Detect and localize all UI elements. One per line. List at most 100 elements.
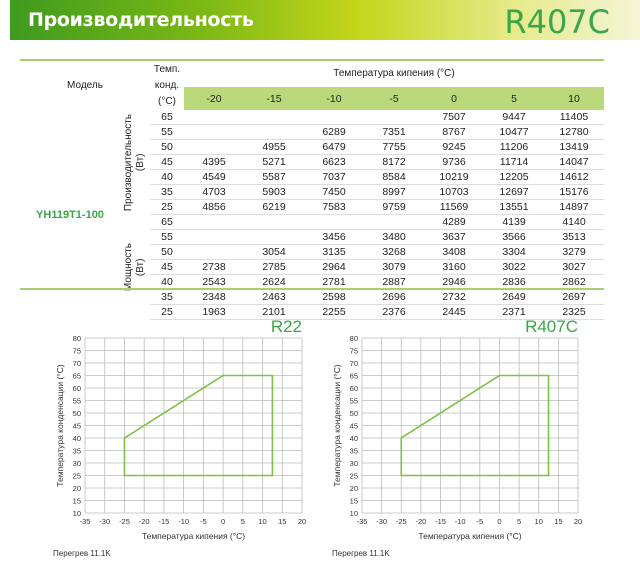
y-axis-label: Температура конденсации (°C) (332, 364, 342, 487)
table-row: Мощность (Вт) 65 4289 4139 4140 (20, 214, 604, 291)
cond-temp-cell: 55 (150, 124, 184, 140)
cond-temp-cell: 65 (150, 110, 184, 125)
value-cell: 9447 (484, 110, 544, 125)
value-cell: 4395 (184, 154, 244, 170)
x-tick-label: -20 (415, 517, 426, 526)
x-tick-label: -15 (158, 517, 169, 526)
cond-temp-cell: 40 (150, 169, 184, 185)
value-cell (244, 214, 304, 230)
value-cell: 3408 (424, 244, 484, 260)
evap-temp-col: -20 (184, 87, 244, 110)
y-tick-label: 45 (73, 422, 81, 431)
cond-temp-header: Темп. конд. (°C) (150, 60, 184, 110)
value-cell: 2697 (544, 289, 604, 305)
table-top-rule (20, 59, 604, 61)
value-cell: 7583 (304, 199, 364, 215)
value-cell: 4856 (184, 199, 244, 215)
y-tick-label: 65 (350, 372, 358, 381)
x-tick-label: 20 (574, 517, 582, 526)
chart-r407c: -35 -30 -25 -20 -15 -10 -5 0 5 10 15 20 10 15 20 25 30 35… (330, 310, 630, 565)
evap-temp-col: -10 (304, 87, 364, 110)
y-tick-label: 15 (73, 497, 81, 506)
y-tick-label: 35 (73, 447, 81, 456)
cond-temp-header-line2: (°C) (158, 96, 176, 107)
table-row: 45 4395 5271 6623 8172 9736 11714 14047 (20, 154, 604, 170)
y-tick-label: 40 (73, 434, 81, 443)
cond-temp-cell: 45 (150, 259, 184, 275)
value-cell: 2696 (364, 289, 424, 305)
cond-temp-cell: 35 (150, 184, 184, 200)
value-cell: 4955 (244, 139, 304, 155)
table-row: 25 4856 6219 7583 9759 11569 13551 14897 (20, 199, 604, 215)
chart-title: R22 (271, 317, 302, 336)
value-cell: 8584 (364, 169, 424, 185)
value-cell: 3480 (364, 229, 424, 245)
evap-temp-col: -15 (244, 87, 304, 110)
x-tick-label: -35 (357, 517, 368, 526)
table-row: 40 4549 5587 7037 8584 10219 12205 14612 (20, 169, 604, 185)
x-tick-label: -25 (396, 517, 407, 526)
header-banner: Производительность R407C (10, 0, 640, 41)
table-row: 55 6289 7351 8767 10477 12780 (20, 124, 604, 140)
y-tick-label: 65 (73, 372, 81, 381)
value-cell: 2738 (184, 259, 244, 275)
value-cell: 12205 (484, 169, 544, 185)
value-cell (364, 214, 424, 230)
value-cell (244, 229, 304, 245)
value-cell: 1963 (184, 304, 244, 320)
value-cell: 2598 (304, 289, 364, 305)
value-cell: 14612 (544, 169, 604, 185)
x-tick-label: -10 (455, 517, 466, 526)
value-cell: 7450 (304, 184, 364, 200)
value-cell: 15176 (544, 184, 604, 200)
page-title: Производительность (28, 9, 254, 31)
value-cell: 6289 (304, 124, 364, 140)
x-axis-label: Температура кипения (°C) (418, 531, 521, 541)
value-cell: 10703 (424, 184, 484, 200)
value-cell: 12780 (544, 124, 604, 140)
y-tick-label: 50 (73, 409, 81, 418)
x-tick-label: 0 (221, 517, 225, 526)
x-axis-label: Температура кипения (°C) (142, 531, 245, 541)
value-cell: 3022 (484, 259, 544, 275)
cond-temp-cell: 50 (150, 244, 184, 260)
value-cell: 7037 (304, 169, 364, 185)
value-cell: 11206 (484, 139, 544, 155)
value-cell: 7755 (364, 139, 424, 155)
value-cell: 10219 (424, 169, 484, 185)
model-name: YH119T1-100 (36, 208, 104, 221)
evap-temp-col: 10 (544, 87, 604, 110)
table-row: 55 3456 3480 3637 3566 3513 (20, 229, 604, 245)
value-cell: 2348 (184, 289, 244, 305)
x-tick-label: 15 (554, 517, 562, 526)
y-tick-label: 70 (350, 359, 358, 368)
value-cell: 3079 (364, 259, 424, 275)
value-cell: 6219 (244, 199, 304, 215)
performance-table: Модель Темп. конд. (°C) Температура кипен… (20, 60, 604, 320)
y-tick-label: 70 (73, 359, 81, 368)
table-row: 40 2543 2624 2781 2887 2946 2836 2862 (20, 274, 604, 290)
value-cell (184, 139, 244, 155)
value-cell: 5271 (244, 154, 304, 170)
cond-temp-header-line1: Темп. конд. (153, 64, 181, 91)
value-cell: 3456 (304, 229, 364, 245)
value-cell: 6623 (304, 154, 364, 170)
value-cell: 2785 (244, 259, 304, 275)
value-cell (184, 229, 244, 245)
cond-temp-cell: 25 (150, 199, 184, 215)
value-cell: 4289 (424, 214, 484, 230)
value-cell: 3513 (544, 229, 604, 245)
group-label: Мощность (Вт) (120, 215, 150, 320)
table-row: YH119T1-100 Производительность (Вт) 65 7507 9… (20, 110, 604, 221)
x-tick-label: 20 (298, 517, 306, 526)
value-cell: 13419 (544, 139, 604, 155)
cond-temp-cell: 25 (150, 304, 184, 320)
evap-temp-header: Температура кипения (°C) (333, 68, 455, 80)
superheat-note: Перегрев 11.1K (332, 549, 390, 558)
x-tick-label: -30 (99, 517, 110, 526)
table-row: 25 1963 2101 2255 2376 2445 2371 2325 (20, 304, 604, 320)
value-cell (244, 124, 304, 140)
value-cell (184, 214, 244, 230)
value-cell: 3160 (424, 259, 484, 275)
cond-temp-cell: 50 (150, 139, 184, 155)
